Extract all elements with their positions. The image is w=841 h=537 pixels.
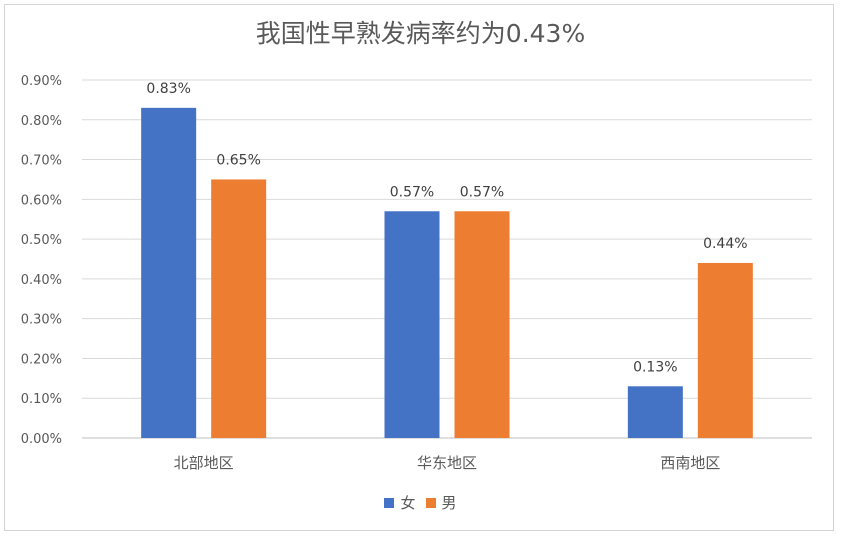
- bar-male: [454, 211, 510, 438]
- y-tick-label: 0.20%: [21, 352, 62, 367]
- bars: [141, 107, 753, 438]
- data-label: 0.83%: [146, 81, 190, 97]
- legend-swatch-male: [425, 497, 436, 508]
- y-tick-label: 0.00%: [21, 432, 62, 447]
- data-label: 0.44%: [703, 236, 747, 252]
- data-label: 0.57%: [460, 184, 504, 200]
- legend-label-female: 女: [400, 494, 416, 512]
- bar-male: [211, 179, 267, 438]
- x-category-label: 西南地区: [660, 454, 720, 472]
- gridlines: [82, 79, 812, 439]
- y-tick-label: 0.70%: [21, 154, 62, 169]
- chart-title: 我国性早熟发病率约为0.43%: [255, 19, 586, 48]
- legend: 女 男: [0, 492, 841, 513]
- y-axis-ticks: 0.00% 0.10% 0.20% 0.30% 0.40% 0.50% 0.60% 0.70%…: [21, 74, 62, 447]
- x-category-label: 北部地区: [174, 454, 234, 472]
- bar-female: [141, 107, 197, 438]
- bar-female: [384, 211, 440, 438]
- y-tick-label: 0.60%: [21, 193, 62, 208]
- legend-label-male: 男: [441, 494, 457, 512]
- y-tick-label: 0.40%: [21, 273, 62, 288]
- y-tick-label: 0.90%: [21, 74, 62, 89]
- y-tick-label: 0.10%: [21, 392, 62, 407]
- y-tick-label: 0.80%: [21, 114, 62, 129]
- y-tick-label: 0.30%: [21, 313, 62, 328]
- bar-male: [697, 262, 753, 438]
- legend-item-female: 女: [384, 492, 416, 513]
- legend-swatch-female: [384, 497, 395, 508]
- bar-female: [627, 386, 683, 438]
- data-label: 0.57%: [390, 184, 434, 200]
- data-labels: 0.83% 0.65% 0.57% 0.57% 0.13% 0.44%: [146, 81, 747, 375]
- legend-item-male: 男: [425, 492, 457, 513]
- x-category-label: 华东地区: [417, 454, 477, 472]
- data-label: 0.13%: [633, 359, 677, 375]
- data-label: 0.65%: [216, 152, 260, 168]
- x-axis-categories: 北部地区 华东地区 西南地区: [174, 454, 721, 472]
- y-tick-label: 0.50%: [21, 233, 62, 248]
